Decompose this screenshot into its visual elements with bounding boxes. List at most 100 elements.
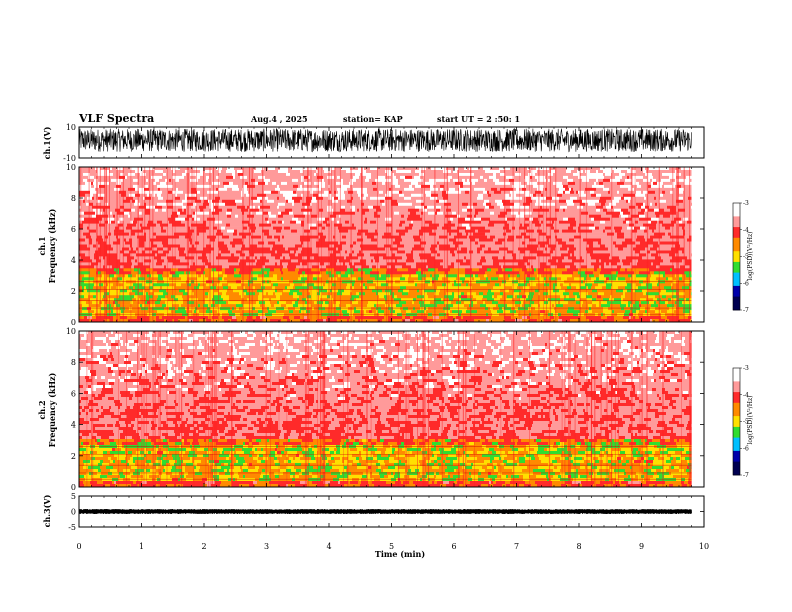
- ch1-spectrogram-cell: [557, 211, 563, 215]
- ch1-spectrogram-cell: [546, 235, 549, 239]
- ch1-spectrogram-cell: [481, 173, 486, 177]
- ch1-spectrogram-cell: [369, 265, 372, 269]
- ch1-spectrogram-cell: [485, 244, 492, 248]
- ch1-spectrogram-cell: [558, 241, 561, 245]
- ch1-spectrogram-cell: [391, 178, 398, 183]
- ch1-spectrogram-cell: [281, 229, 288, 233]
- ch1-spectrogram-cell: [624, 250, 629, 254]
- ch1-spectrogram-cell: [319, 214, 322, 218]
- ch1-spectrogram-cell: [407, 190, 411, 195]
- ch1-spectrogram-cell: [221, 229, 227, 233]
- ch1-spectrogram-cell: [587, 265, 594, 269]
- ch1-spectrogram-cell: [435, 211, 437, 215]
- ch1-spectrogram-cell: [598, 250, 605, 254]
- ch1-spectrogram-cell: [152, 211, 159, 215]
- ch1-spectrogram-cell: [380, 205, 382, 210]
- ch1-spectrogram-cell: [265, 262, 269, 266]
- ch1-spectrogram-cell: [173, 205, 176, 210]
- ch1-spectrogram-cell: [137, 259, 144, 263]
- ch1-spectrogram-cell: [160, 187, 167, 192]
- ch1-spectrogram-cell: [430, 173, 434, 177]
- ch1-spectrogram-cell: [156, 229, 161, 233]
- ch1-spectrogram-cell: [117, 211, 124, 215]
- ch1-spectrogram-cell: [382, 244, 384, 248]
- ch1-spectrogram-cell: [470, 184, 477, 189]
- ch1-spectrogram-cell: [213, 196, 215, 201]
- ch1-spectrogram-cell: [378, 220, 384, 224]
- ch1-spectrogram-cell: [125, 241, 129, 245]
- ch1-spectrogram-cell: [288, 214, 294, 218]
- ch1-spectrogram-cell: [325, 196, 328, 201]
- ch1-spectrogram-cell: [375, 202, 377, 207]
- ch1-spectrogram-cell: [418, 205, 424, 210]
- ch1-spectrogram-cell: [453, 170, 455, 174]
- ch1-spectrogram-cell: [632, 229, 637, 233]
- ch1-spectrogram-cell: [178, 170, 185, 174]
- ch1-spectrogram-cell: [603, 205, 606, 210]
- ch1-spectrogram-cell: [637, 268, 642, 272]
- ch1-spectrogram-cell: [597, 211, 600, 215]
- ch1-spectrogram-cell: [517, 238, 519, 242]
- ch1-spectrogram-cell: [85, 256, 87, 260]
- ch1-spectrogram-cell: [138, 217, 141, 221]
- ch1-spectrogram-cell: [536, 268, 538, 272]
- ch1-spectrogram-cell: [152, 250, 158, 254]
- ch1-spectrogram-cell: [252, 220, 255, 224]
- ch1-spectrogram-cell: [603, 202, 605, 207]
- ch1-spectrogram-cell: [245, 205, 247, 210]
- ch1-spectrogram-cell: [298, 247, 302, 251]
- ch1-spectrogram-cell: [146, 173, 152, 177]
- ch1-spectrogram-cell: [293, 211, 296, 215]
- ch1-spectrogram-cell: [207, 190, 211, 195]
- ch1-spectrogram-cell: [579, 247, 586, 251]
- ch1-spectrogram-cell: [491, 247, 494, 251]
- ch1-spectrogram-cell: [349, 262, 352, 266]
- ch1-spectrogram-cell: [570, 211, 574, 215]
- ch1-spectrogram-cell: [501, 259, 504, 263]
- ch1-spectrogram-cell: [409, 235, 413, 239]
- ch1-spectrogram-cell: [565, 265, 570, 269]
- ch1-spectrogram-cell: [257, 193, 260, 198]
- ch1-spectrogram-cell: [609, 223, 616, 227]
- ch1-spectrogram-cell: [667, 262, 674, 266]
- ch1-spectrogram-cell: [155, 187, 158, 192]
- ch1-spectrogram-cell: [407, 256, 413, 260]
- ch1-spectrogram-cell: [416, 271, 421, 275]
- ch1-spectrogram-cell: [283, 170, 288, 174]
- ch1-spectrogram-cell: [257, 214, 259, 218]
- ch1-spectrogram-cell: [138, 256, 144, 260]
- ch1-spectrogram-cell: [481, 181, 483, 186]
- ch1-spectrogram-cell: [691, 220, 692, 224]
- ch1-spectrogram-cell: [416, 223, 421, 227]
- ch1-spectrogram-cell: [390, 250, 397, 254]
- ch1-spectrogram-cell: [686, 199, 691, 204]
- ch1-spectrogram-cell: [446, 247, 452, 251]
- ch1-spectrogram-cell: [372, 268, 378, 272]
- ch1-spectrogram-cell: [596, 265, 599, 269]
- ch1-spectrogram-cell: [473, 235, 480, 239]
- ch1-spectrogram-cell: [550, 214, 556, 218]
- ch1-spectrogram-cell: [428, 268, 435, 272]
- ch1-spectrogram-cell: [197, 250, 204, 254]
- ch1-spectrogram-cell: [582, 199, 587, 204]
- ch1-spectrogram-cell: [248, 199, 253, 204]
- ch1-spectrogram-cell: [79, 187, 86, 192]
- ch1-spectrogram-cell: [320, 268, 326, 272]
- ch1-spectrogram-cell: [204, 214, 211, 218]
- ch1-spectrogram-cell: [621, 214, 628, 218]
- ch1-spectrogram-cell: [163, 226, 168, 230]
- ch1-spectrogram-cell: [436, 217, 439, 221]
- ch1-spectrogram-cell: [592, 229, 594, 233]
- ch1-spectrogram-cell: [643, 232, 645, 236]
- ch1-spectrogram-cell: [124, 211, 129, 215]
- ch1-spectrogram-cell: [437, 250, 443, 254]
- ch1-spectrogram-cell: [435, 268, 438, 272]
- ch1-spectrogram-cell: [136, 247, 138, 251]
- ch1-spectrogram-cell: [211, 193, 217, 198]
- ch1-spectrogram-cell: [679, 187, 684, 192]
- ch1-spectrogram-cell: [562, 268, 565, 272]
- ch1-spectrogram-cell: [619, 217, 625, 221]
- ch1-spectrogram-cell: [198, 181, 205, 186]
- ch1-spectrogram-cell: [127, 175, 134, 180]
- ch1-spectrogram-cell: [657, 202, 660, 207]
